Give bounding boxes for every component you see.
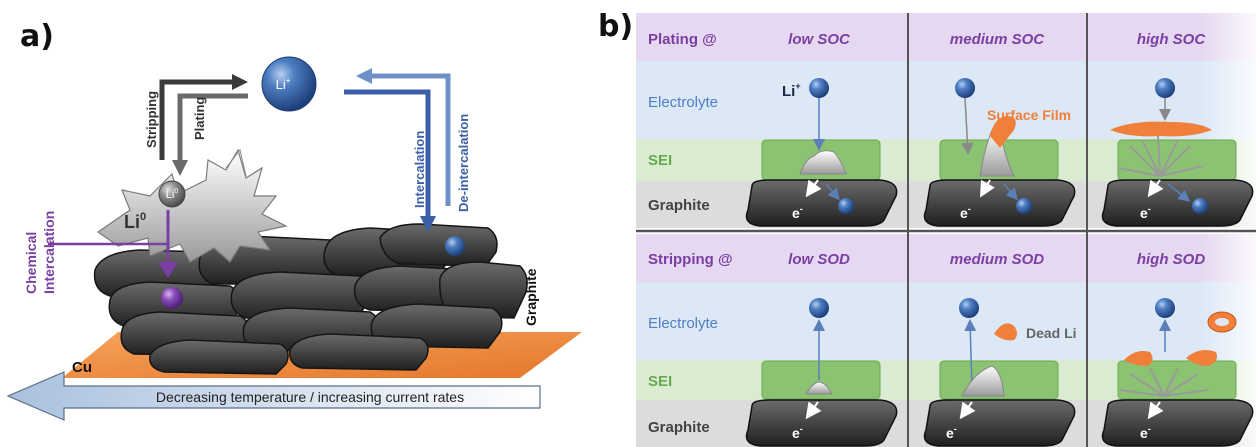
deintercalation-arrow [372, 73, 451, 206]
sei-label-top: SEI [648, 152, 672, 169]
col-high-sod: high SOD [1137, 251, 1205, 268]
electron-high-soc: e- [1140, 204, 1151, 221]
chemical-intercalation-label: Intercalation [41, 211, 57, 294]
graphite-label-a: Graphite [523, 268, 539, 326]
li-ion-low-soc [809, 78, 829, 98]
plating-label: Plating [192, 97, 207, 140]
col-high-soc: high SOC [1137, 31, 1206, 48]
col-medium-sod: medium SOD [950, 251, 1044, 268]
electrolyte-label-top: Electrolyte [648, 94, 718, 111]
stripping-electrolyte-band [636, 282, 1256, 360]
cu-label: Cu [72, 359, 92, 376]
li-ion-low-sod [809, 298, 829, 318]
li-deposit-low-soc [799, 150, 847, 175]
stripping-header-label: Stripping @ [648, 251, 733, 268]
li-ion-medium-soc [955, 78, 975, 98]
temperature-arrow-label: Decreasing temperature / increasing curr… [156, 389, 464, 405]
electron-medium-sod: e- [946, 424, 957, 441]
plating-arrow [177, 93, 248, 160]
dead-li-flake-2 [1124, 351, 1153, 366]
surface-film-medium-soc [990, 116, 1016, 148]
graphite-label-bottom: Graphite [648, 419, 710, 436]
dead-li-label: Dead Li [1026, 325, 1077, 341]
li-ion-label-b: Li+ [782, 81, 801, 100]
li-deposit-medium-sod [961, 365, 1005, 397]
li-ion-sphere [261, 56, 317, 112]
stripping-arrow [159, 79, 232, 160]
surface-film-label: Surface Film [987, 107, 1071, 123]
sei-label-bottom: SEI [648, 373, 672, 390]
plating-header-band [636, 13, 1256, 61]
intercalated-li-sphere [445, 236, 465, 256]
electron-low-soc: e- [792, 204, 803, 221]
col-low-sod: low SOD [788, 251, 850, 268]
purple-li-sphere [161, 287, 183, 309]
electron-medium-soc: e- [960, 204, 971, 221]
chemical-intercalation-arrowhead [158, 262, 178, 278]
li-dendrites-high-sod [1119, 367, 1209, 397]
electron-high-sod: e- [1140, 424, 1151, 441]
li-dendrites-high-soc [1117, 135, 1205, 177]
dead-li-flake [994, 323, 1017, 341]
graphite-label-top: Graphite [648, 197, 710, 214]
li0-small-label: Li0 [166, 188, 179, 201]
li-deposit-low-sod [805, 381, 833, 395]
chemical-label: Chemical [23, 232, 39, 294]
li-ion-high-soc [1155, 78, 1175, 98]
stripping-label: Stripping [144, 91, 159, 148]
li0-big-label: Li0 [124, 211, 146, 232]
temperature-arrow [6, 371, 541, 421]
panel-a: a) Cu Graphite Li0 Li0 [6, 19, 582, 421]
panel-b-label: b) [598, 9, 633, 44]
li-ion-high-sod [1155, 298, 1175, 318]
col-medium-soc: medium SOC [950, 31, 1045, 48]
stripping-header-band [636, 234, 1256, 282]
li0-small-sphere [158, 180, 186, 208]
li-ion-label-a: Li+ [276, 76, 291, 92]
surface-film-high-soc [1110, 121, 1212, 137]
panel-b: b) Plating @ low SOC medium SOC high SOC… [598, 9, 1256, 447]
intercalation-arrow [344, 89, 431, 216]
panel-a-label: a) [20, 19, 54, 54]
col-low-soc: low SOC [788, 31, 851, 48]
plating-header-label: Plating @ [648, 31, 717, 48]
dead-li-flake-3 [1186, 350, 1217, 366]
electrolyte-label-bottom: Electrolyte [648, 315, 718, 332]
deintercalation-label: De-intercalation [456, 114, 471, 212]
electron-low-sod: e- [792, 424, 803, 441]
intercalation-label: Intercalation [412, 131, 427, 208]
li-ion-medium-sod [959, 298, 979, 318]
graphite-slabs [745, 179, 1254, 447]
